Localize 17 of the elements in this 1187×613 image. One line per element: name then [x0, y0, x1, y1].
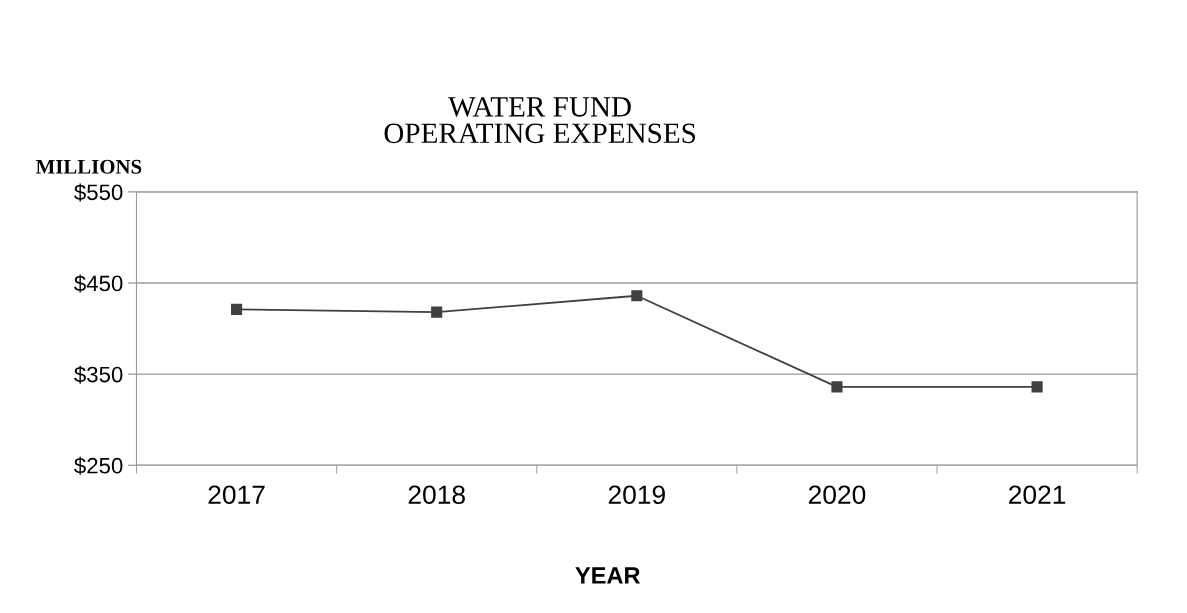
x-tick-label: 2021 [1009, 485, 1066, 505]
y-tick-label: $350 [74, 365, 123, 384]
point [631, 290, 643, 302]
x-tick-label: 2019 [608, 485, 665, 505]
y-tick-label: $450 [74, 274, 123, 293]
point [431, 306, 443, 318]
chart-title: WATER FUND OPERATING EXPENSES [384, 97, 696, 144]
point [831, 381, 843, 393]
point [1031, 381, 1043, 393]
x-axis-title: YEAR [575, 567, 641, 584]
y-tick-label: $550 [74, 183, 123, 202]
y-axis-title: MILLIONS [35, 159, 142, 174]
x-tick-label: 2018 [408, 485, 465, 505]
x-tick-label: 2020 [808, 485, 866, 505]
y-tick-label: $250 [74, 456, 123, 475]
point [231, 303, 243, 315]
x-tick-label: 2017 [208, 485, 265, 505]
